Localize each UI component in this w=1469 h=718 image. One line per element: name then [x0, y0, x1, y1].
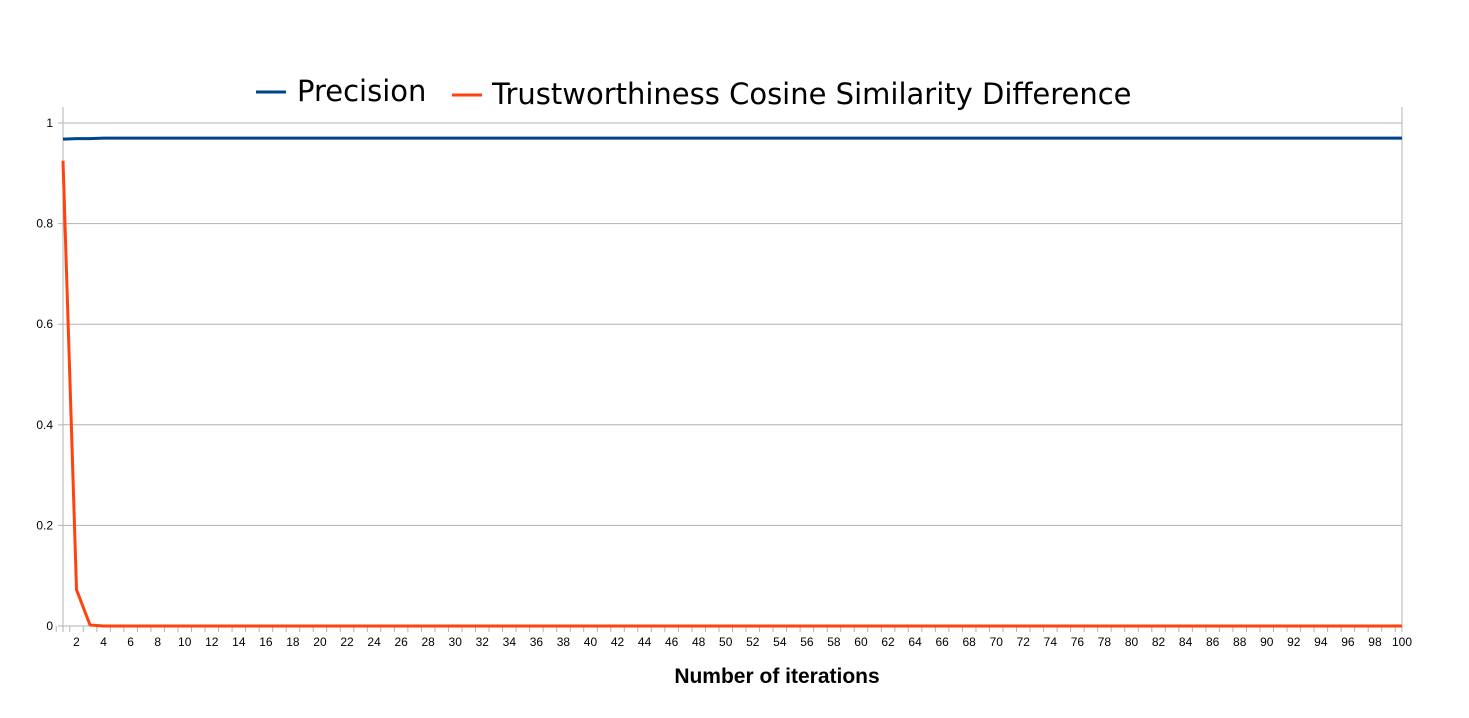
series-lines: [61, 136, 1402, 628]
x-tick-label: 54: [773, 635, 787, 649]
series-line-0: [62, 136, 1402, 141]
y-axis-ticks: 0 0.2 0.4 0.6 0.8 1: [36, 116, 63, 633]
x-tick-label: 78: [1098, 635, 1112, 649]
x-tick-label: 52: [746, 635, 760, 649]
x-tick-label: 92: [1287, 635, 1301, 649]
x-tick-label: 36: [530, 635, 544, 649]
x-tick-label: 10: [178, 635, 192, 649]
legend-label-0: Precision: [297, 74, 426, 108]
x-tick-label: 24: [367, 635, 381, 649]
x-axis-title: Number of iterations: [674, 665, 879, 688]
axes: [62, 107, 1403, 632]
y-tick-label: 1: [46, 116, 53, 130]
x-tick-label: 40: [584, 635, 598, 649]
x-tick-label: 34: [503, 635, 517, 649]
x-tick-label: 32: [476, 635, 490, 649]
x-tick-label: 38: [557, 635, 571, 649]
x-tick-label: 2: [73, 635, 80, 649]
x-tick-label: 58: [827, 635, 841, 649]
y-tick-label: 0.6: [36, 317, 53, 331]
x-tick-label: 28: [422, 635, 436, 649]
x-tick-label: 84: [1179, 635, 1193, 649]
x-axis-ticks: 2 4 6 8 10 12 14 16 18 20 22 24 26 28 30 32 34 36 38 40 42 44…: [55, 626, 1412, 649]
y-tick-label: 0.8: [36, 217, 53, 231]
x-tick-label: 30: [449, 635, 463, 649]
x-tick-label: 94: [1314, 635, 1328, 649]
x-tick-label: 80: [1125, 635, 1139, 649]
x-tick-label: 18: [286, 635, 300, 649]
y-tick-label: 0.4: [36, 418, 53, 432]
x-tick-label: 62: [881, 635, 895, 649]
x-tick-label: 26: [394, 635, 408, 649]
x-tick-label: 14: [232, 635, 246, 649]
x-tick-label: 16: [259, 635, 273, 649]
x-tick-label: 88: [1233, 635, 1247, 649]
x-tick-label: 8: [154, 635, 161, 649]
x-tick-label: 6: [127, 635, 134, 649]
y-tick-label: 0.2: [36, 518, 53, 532]
x-tick-label: 44: [638, 635, 652, 649]
legend-label-1: Trustworthiness Cosine Similarity Differ…: [491, 77, 1132, 111]
x-tick-label: 98: [1368, 635, 1382, 649]
x-tick-label: 22: [340, 635, 354, 649]
x-tick-label: 70: [990, 635, 1004, 649]
x-tick-label: 42: [611, 635, 625, 649]
x-tick-label: 46: [665, 635, 679, 649]
x-tick-label: 82: [1152, 635, 1166, 649]
x-tick-label: 86: [1206, 635, 1220, 649]
x-tick-label: 72: [1017, 635, 1031, 649]
x-tick-label: 64: [908, 635, 922, 649]
x-tick-label: 12: [205, 635, 219, 649]
x-tick-label: 60: [854, 635, 868, 649]
x-tick-label: 20: [313, 635, 327, 649]
legend: Precision Trustworthiness Cosine Similari…: [256, 74, 1132, 111]
x-tick-label: 100: [1392, 635, 1412, 649]
x-tick-label: 4: [100, 635, 107, 649]
y-tick-label: 0: [46, 619, 53, 633]
x-tick-label: 76: [1071, 635, 1085, 649]
x-tick-label: 56: [800, 635, 814, 649]
series-line-1: [61, 160, 1402, 628]
x-tick-label: 66: [935, 635, 949, 649]
grid-lines: [63, 122, 1402, 627]
x-tick-label: 68: [963, 635, 977, 649]
x-tick-label: 96: [1341, 635, 1355, 649]
x-tick-label: 74: [1044, 635, 1058, 649]
x-tick-label: 50: [719, 635, 733, 649]
x-tick-label: 90: [1260, 635, 1274, 649]
x-tick-label: 48: [692, 635, 706, 649]
